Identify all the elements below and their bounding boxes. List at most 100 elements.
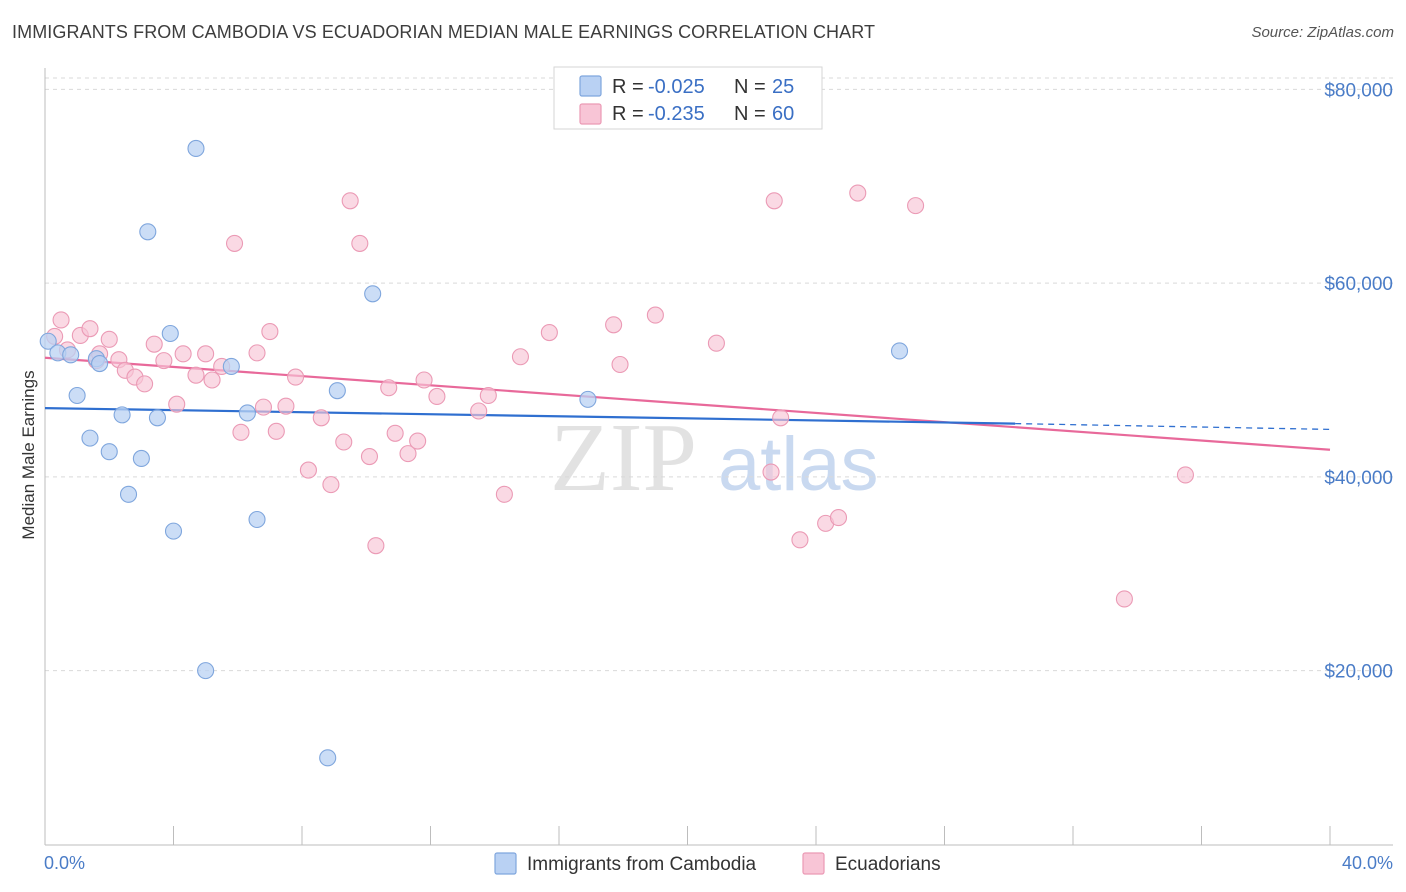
y-tick-labels: $20,000 $40,000 $60,000 $80,000 xyxy=(1324,80,1393,682)
point-cambodia xyxy=(113,406,131,424)
point-ecuadorians xyxy=(360,447,379,466)
point-cambodia xyxy=(81,429,99,447)
point-ecuadorians xyxy=(52,311,70,329)
point-ecuadorians xyxy=(791,531,809,549)
legend-r-value-2: -0.235 xyxy=(648,103,705,125)
legend-r-label-1: R = xyxy=(612,76,644,98)
point-cambodia xyxy=(364,285,382,303)
point-cambodia xyxy=(39,332,57,350)
point-cambodia xyxy=(161,324,179,343)
point-cambodia xyxy=(91,354,109,373)
watermark-atlas: atlas xyxy=(718,422,879,507)
point-ecuadorians xyxy=(707,334,725,352)
point-ecuadorians xyxy=(380,379,398,397)
point-ecuadorians xyxy=(409,432,427,450)
legend-swatch-blue xyxy=(579,75,602,97)
point-ecuadorians xyxy=(646,306,664,324)
point-ecuadorians xyxy=(495,485,513,503)
watermark-zip: ZIP xyxy=(550,404,697,512)
point-cambodia xyxy=(319,749,337,767)
point-ecuadorians xyxy=(335,433,353,451)
bottom-legend-label-cambodia: Immigrants from Cambodia xyxy=(527,854,757,875)
point-cambodia xyxy=(62,346,80,364)
point-ecuadorians xyxy=(605,316,623,334)
trend-lines xyxy=(44,356,1331,451)
legend-n-label-1: N = xyxy=(734,76,766,98)
point-cambodia xyxy=(132,449,150,468)
legend-n-label-2: N = xyxy=(734,103,766,125)
y-tick-label: $80,000 xyxy=(1324,80,1393,101)
axes xyxy=(44,68,1393,846)
y-tick-label: $40,000 xyxy=(1324,468,1393,489)
point-ecuadorians xyxy=(81,320,99,338)
point-ecuadorians xyxy=(540,323,558,342)
point-ecuadorians xyxy=(287,368,305,386)
point-ecuadorians xyxy=(428,387,446,406)
point-cambodia xyxy=(579,390,597,408)
point-cambodia xyxy=(148,409,166,427)
point-ecuadorians xyxy=(187,366,205,384)
bottom-legend-swatch-pink xyxy=(802,852,825,875)
point-ecuadorians xyxy=(225,234,244,252)
point-ecuadorians xyxy=(174,345,192,363)
point-cambodia xyxy=(328,382,346,400)
point-ecuadorians xyxy=(322,476,340,494)
point-ecuadorians xyxy=(261,323,279,341)
gridlines xyxy=(45,77,1393,672)
chart-title: IMMIGRANTS FROM CAMBODIA VS ECUADORIAN M… xyxy=(12,22,876,42)
point-cambodia xyxy=(222,357,240,375)
trend-line-cambodia xyxy=(44,406,1016,425)
point-ecuadorians xyxy=(197,345,215,363)
point-ecuadorians xyxy=(829,509,848,527)
point-ecuadorians xyxy=(100,330,118,348)
bottom-legend: Immigrants from Cambodia Ecuadorians xyxy=(494,852,941,875)
point-ecuadorians xyxy=(1115,590,1133,608)
point-cambodia xyxy=(139,223,157,241)
point-ecuadorians xyxy=(386,424,404,442)
y-tick-label: $60,000 xyxy=(1324,274,1393,295)
point-ecuadorians xyxy=(267,422,285,440)
point-ecuadorians xyxy=(907,197,925,215)
point-ecuadorians xyxy=(415,371,433,389)
point-ecuadorians xyxy=(762,463,780,481)
point-ecuadorians xyxy=(367,537,385,555)
bottom-legend-label-ecuadorians: Ecuadorians xyxy=(835,854,941,875)
point-ecuadorians xyxy=(511,348,530,366)
legend: R = -0.025 N = 25 R = -0.235 N = 60 xyxy=(553,66,823,130)
trend-line-cambodia-extension xyxy=(1015,422,1331,431)
legend-r-label-2: R = xyxy=(612,103,644,125)
point-ecuadorians xyxy=(254,398,273,416)
y-tick-label: $20,000 xyxy=(1324,662,1393,683)
point-ecuadorians xyxy=(155,352,173,370)
point-cambodia xyxy=(197,662,215,680)
point-ecuadorians xyxy=(203,371,221,389)
point-ecuadorians xyxy=(232,423,250,441)
point-cambodia xyxy=(68,386,86,405)
point-ecuadorians xyxy=(470,402,488,420)
point-ecuadorians xyxy=(248,344,266,362)
point-ecuadorians xyxy=(1176,466,1194,484)
point-cambodia xyxy=(248,510,266,529)
legend-n-value-1: 25 xyxy=(772,76,794,98)
point-ecuadorians xyxy=(299,461,317,479)
legend-swatch-pink xyxy=(579,103,602,125)
y-axis-label: Median Male Earnings xyxy=(19,370,38,539)
data-points xyxy=(39,139,1194,767)
point-ecuadorians xyxy=(765,192,783,210)
point-ecuadorians xyxy=(341,192,359,210)
point-cambodia xyxy=(119,485,138,503)
x-tick-label-min: 0.0% xyxy=(44,853,85,873)
point-cambodia xyxy=(100,443,118,461)
point-ecuadorians xyxy=(277,397,295,415)
x-tick-label-max: 40.0% xyxy=(1342,853,1393,873)
point-ecuadorians xyxy=(136,375,154,393)
point-ecuadorians xyxy=(479,386,497,405)
point-ecuadorians xyxy=(849,184,867,202)
source-label: Source: ZipAtlas.com xyxy=(1251,24,1394,41)
point-ecuadorians xyxy=(145,335,163,353)
trend-line-ecuadorians xyxy=(44,356,1331,451)
point-ecuadorians xyxy=(351,234,369,252)
point-ecuadorians xyxy=(168,395,186,413)
point-cambodia xyxy=(238,404,256,422)
